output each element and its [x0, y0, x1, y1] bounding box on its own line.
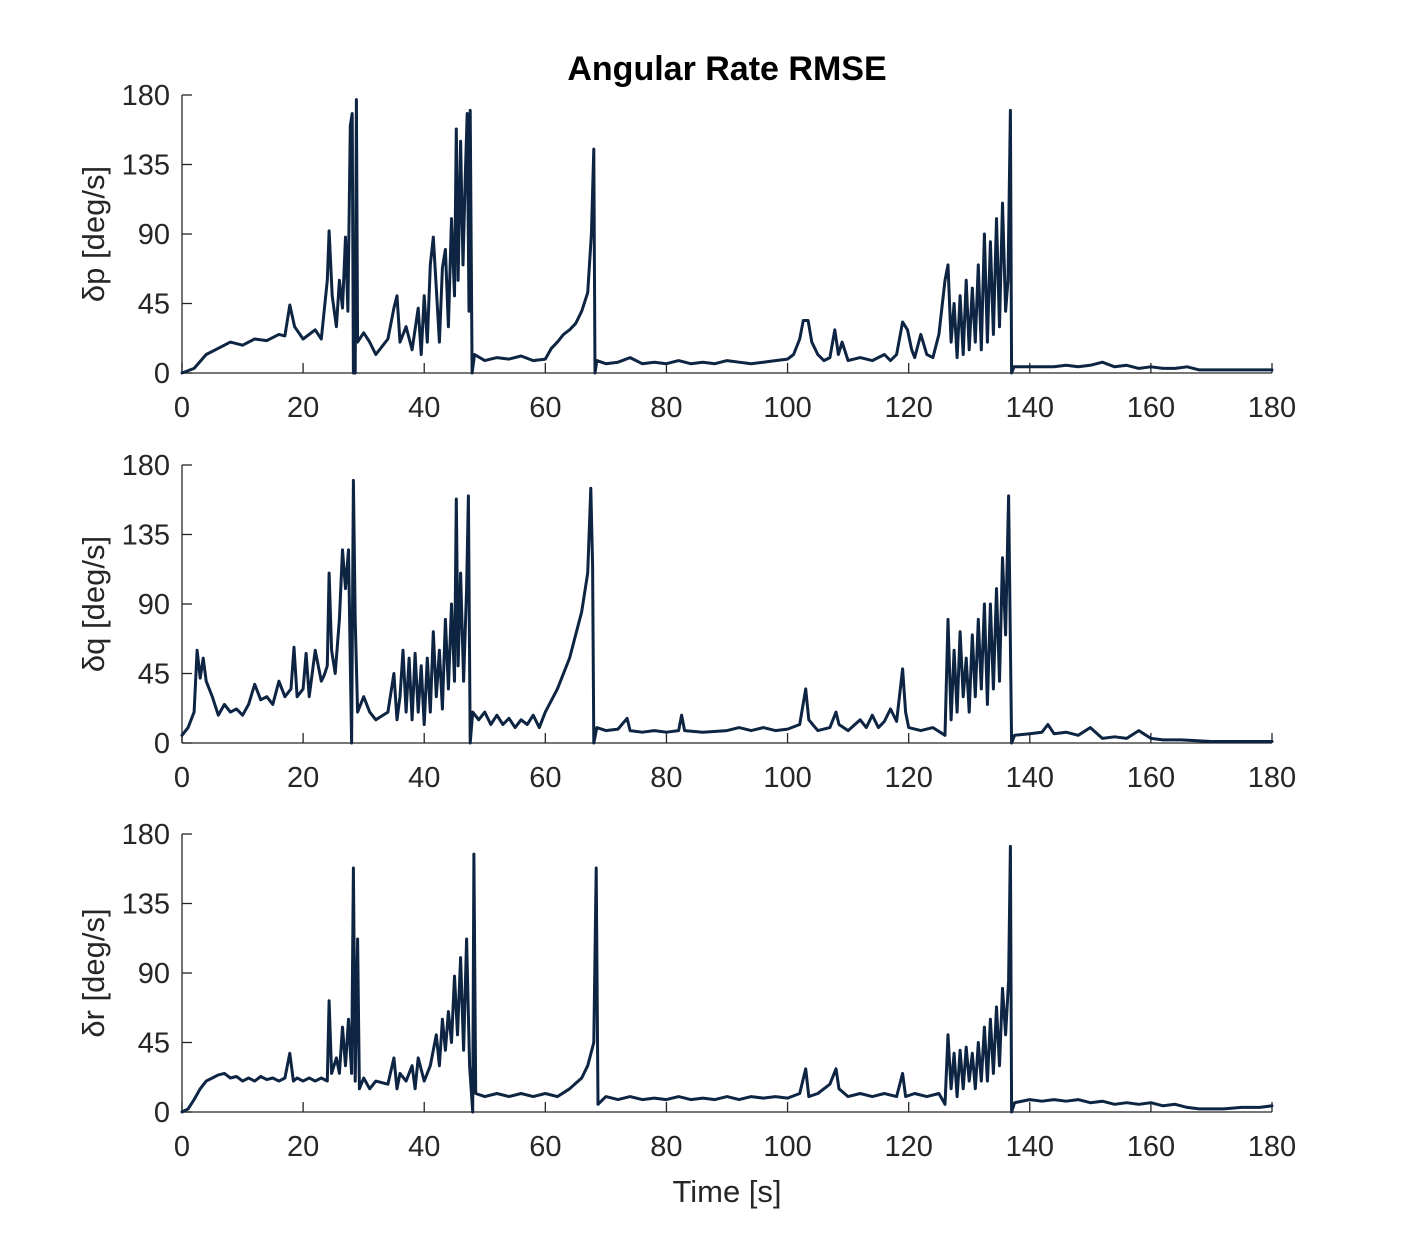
y-tick-label: 90 [138, 219, 170, 251]
y-tick-label: 45 [138, 659, 170, 691]
series-line-1 [180, 844, 1274, 1114]
y-tick-label: 180 [122, 819, 170, 851]
x-tick-label: 20 [287, 392, 319, 424]
x-tick-label: 0 [174, 762, 190, 794]
subplot-3: 0 20 40 60 80 100 120 140 160 180 0 45 90 135 180 δr [d… [76, 819, 1296, 1163]
y-tick-label: 45 [138, 289, 170, 321]
y-tick-label: 180 [122, 80, 170, 112]
subplot-2: 0 20 40 60 80 100 120 140 160 180 0 45 90 135 180 δq [d… [76, 450, 1296, 794]
x-tick-label: 0 [174, 392, 190, 424]
y-tick-label: 135 [122, 520, 170, 552]
x-tick-label: 40 [408, 392, 440, 424]
x-tick-label: 160 [1127, 392, 1175, 424]
x-tick-label: 0 [174, 1131, 190, 1163]
y-tick-label: 135 [122, 150, 170, 182]
x-tick-label: 40 [408, 1131, 440, 1163]
y-tick-label: 0 [154, 728, 170, 760]
x-tick-label: 140 [1006, 762, 1054, 794]
x-tick-label: 180 [1248, 762, 1296, 794]
x-tick-label: 180 [1248, 392, 1296, 424]
y-tick-label: 180 [122, 450, 170, 482]
y-tick-label: 0 [154, 1097, 170, 1129]
y-tick-label: 0 [154, 358, 170, 390]
x-tick-label: 120 [884, 762, 932, 794]
figure-title: Angular Rate RMSE [567, 50, 886, 88]
x-tick-label: 100 [763, 1131, 811, 1163]
x-axis-label: Time [s] [672, 1174, 781, 1209]
x-tick-label: 160 [1127, 762, 1175, 794]
y-tick-label: 90 [138, 589, 170, 621]
y-tick-label: 90 [138, 958, 170, 990]
x-tick-label: 160 [1127, 1131, 1175, 1163]
x-tick-label: 140 [1006, 1131, 1054, 1163]
x-tick-label: 20 [287, 1131, 319, 1163]
x-tick-label: 80 [650, 1131, 682, 1163]
x-tick-label: 120 [884, 392, 932, 424]
x-tick-label: 100 [763, 392, 811, 424]
x-tick-label: 120 [884, 1131, 932, 1163]
x-tick-label: 60 [529, 392, 561, 424]
series-line-1 [180, 98, 1274, 375]
y-axis-label: δp [deg/s] [76, 166, 111, 302]
x-tick-label: 140 [1006, 392, 1054, 424]
x-tick-label: 40 [408, 762, 440, 794]
x-tick-label: 60 [529, 762, 561, 794]
y-tick-label: 45 [138, 1028, 170, 1060]
subplot-1: 0 20 40 60 80 100 120 140 160 180 0 45 90 135 180 δp [d… [76, 80, 1296, 424]
y-tick-label: 135 [122, 889, 170, 921]
x-tick-label: 80 [650, 392, 682, 424]
x-tick-label: 60 [529, 1131, 561, 1163]
x-tick-label: 100 [763, 762, 811, 794]
y-axis-label: δq [deg/s] [76, 536, 111, 672]
series-line-1 [180, 478, 1274, 745]
x-tick-label: 20 [287, 762, 319, 794]
y-axis-label: δr [deg/s] [76, 908, 111, 1037]
x-tick-label: 180 [1248, 1131, 1296, 1163]
x-tick-label: 80 [650, 762, 682, 794]
